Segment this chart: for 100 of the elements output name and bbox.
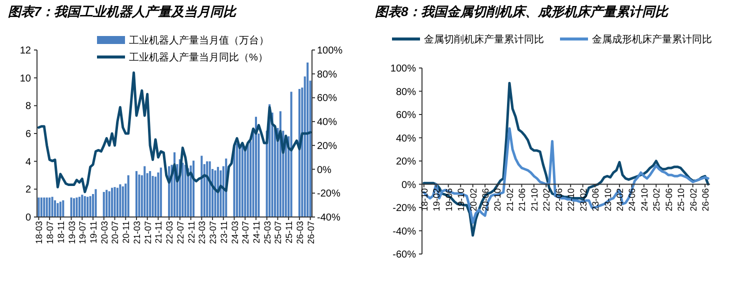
x-tick-label: 23-02 xyxy=(578,188,588,212)
x-tick-label: 23-06 xyxy=(590,188,601,212)
x-tick-label: 19-10 xyxy=(456,188,466,212)
x-tick-label: 25-06 xyxy=(664,188,674,212)
bar xyxy=(149,171,152,217)
bar xyxy=(160,168,162,217)
x-tick-label: 19-06 xyxy=(444,188,454,212)
bar xyxy=(127,175,130,217)
bar xyxy=(116,188,118,217)
x-tick-label: 23-07 xyxy=(208,221,218,244)
y-tick-label: 2 xyxy=(25,184,32,196)
x-tick-label: 24-07 xyxy=(240,221,251,244)
y-tick-label: 0% xyxy=(402,180,416,191)
bar xyxy=(43,198,46,217)
bar xyxy=(76,198,78,217)
x-tick-label: 20-07 xyxy=(110,221,120,244)
x-tick-label: 26-03 xyxy=(294,221,305,244)
bar xyxy=(114,187,116,217)
x-tick-label: 23-10 xyxy=(602,188,613,212)
y2-tick-label: 0% xyxy=(317,164,332,176)
x-tick-label: 21-02 xyxy=(504,188,515,212)
x-tick-label: 21-06 xyxy=(517,188,528,212)
line-series xyxy=(422,82,710,237)
bar xyxy=(122,186,124,217)
y2-tick-label: 60% xyxy=(317,93,338,104)
bar xyxy=(192,160,195,217)
y-tick-label: 60% xyxy=(396,110,416,121)
bar xyxy=(290,92,292,217)
x-tick-label: 18-03 xyxy=(34,221,44,244)
x-tick-label: 22-11 xyxy=(186,221,196,244)
x-tick-label: 20-03 xyxy=(99,221,110,244)
x-tick-label: 22-10 xyxy=(566,188,576,212)
bar xyxy=(62,200,64,217)
bar xyxy=(46,198,48,217)
y-tick-label: 0 xyxy=(25,212,32,224)
bar xyxy=(119,184,122,217)
bar xyxy=(51,196,54,217)
bar xyxy=(48,198,51,217)
bar xyxy=(106,190,108,217)
x-tick-label: 24-10 xyxy=(639,188,650,212)
bar xyxy=(182,162,184,217)
bar xyxy=(102,192,105,217)
x-tick-label: 19-07 xyxy=(78,221,88,244)
x-tick-label: 26-02 xyxy=(688,188,698,212)
bar xyxy=(81,194,84,217)
bar xyxy=(306,62,309,217)
x-tick-label: 25-02 xyxy=(652,188,662,212)
chart-title: 图表8：我国金属切削机床、成形机床产量累计同比 xyxy=(375,4,670,19)
x-tick-label: 18-11 xyxy=(56,221,66,244)
bar xyxy=(59,202,62,217)
bar xyxy=(89,196,92,217)
bar xyxy=(241,144,244,217)
bar xyxy=(86,196,89,217)
x-tick-label: 19-02 xyxy=(432,188,442,212)
x-tick-label: 23-11 xyxy=(218,221,229,244)
y-tick-label: 8 xyxy=(25,101,32,112)
x-tick-label: 21-10 xyxy=(529,188,540,212)
x-tick-label: 26-07 xyxy=(306,221,316,244)
bar xyxy=(84,196,86,217)
y2-tick-label: 100% xyxy=(317,46,343,56)
line-series xyxy=(37,71,312,194)
y-tick-label: 100% xyxy=(390,64,416,74)
x-tick-label: 19-11 xyxy=(88,221,99,244)
y2-tick-label: -40% xyxy=(317,212,340,224)
y-tick-label: 40% xyxy=(396,133,416,144)
bar xyxy=(78,196,80,217)
x-tick-label: 24-03 xyxy=(230,221,240,244)
bar xyxy=(72,198,76,217)
bar xyxy=(246,143,249,217)
x-tick-label: 22-03 xyxy=(164,221,175,244)
bar xyxy=(108,191,110,217)
chart-title: 图表7：我国工业机器人产量及当月同比 xyxy=(8,4,238,19)
x-tick-label: 24-11 xyxy=(251,221,262,244)
x-tick-label: 25-07 xyxy=(273,221,284,244)
bar xyxy=(138,174,140,217)
x-tick-label: 22-06 xyxy=(554,188,564,212)
bar xyxy=(54,200,56,217)
y2-tick-label: 80% xyxy=(317,69,338,80)
y2-tick-label: -20% xyxy=(317,188,340,200)
x-tick-label: 20-10 xyxy=(492,188,503,212)
bar xyxy=(298,88,300,217)
x-tick-label: 18-10 xyxy=(419,188,430,212)
y2-tick-label: 20% xyxy=(317,140,338,152)
x-tick-label: 22-07 xyxy=(175,221,186,244)
bar xyxy=(144,166,146,217)
bar xyxy=(38,198,40,217)
x-tick-label: 21-03 xyxy=(132,221,142,244)
x-tick-label: 25-10 xyxy=(676,188,686,212)
x-tick-label: 21-11 xyxy=(154,221,164,244)
bar xyxy=(94,189,97,217)
bar xyxy=(214,170,216,217)
y-tick-label: 10 xyxy=(20,73,32,84)
x-tick-label: 24-06 xyxy=(627,188,638,212)
x-tick-label: 26-06 xyxy=(700,188,711,212)
bar xyxy=(111,188,114,217)
y-tick-label: 4 xyxy=(25,156,32,168)
x-tick-label: 23-03 xyxy=(197,221,208,244)
legend-label: 金属切削机床产量累计同比 xyxy=(424,34,544,46)
legend-label: 工业机器人产量当月值（万台） xyxy=(129,34,269,46)
x-tick-label: 20-06 xyxy=(480,188,491,212)
